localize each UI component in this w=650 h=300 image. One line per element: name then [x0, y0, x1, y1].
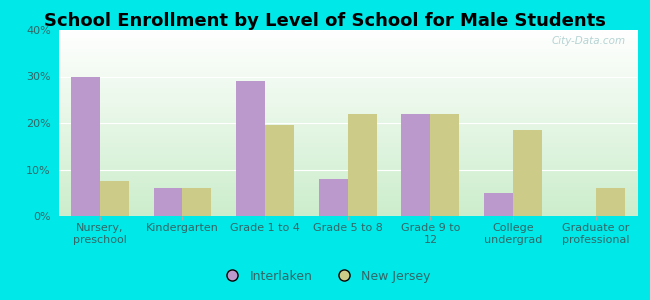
- Bar: [430, 114, 460, 216]
- Bar: [402, 114, 430, 216]
- Bar: [71, 76, 100, 216]
- Bar: [265, 125, 294, 216]
- Bar: [484, 193, 513, 216]
- Legend: Interlaken, New Jersey: Interlaken, New Jersey: [214, 265, 436, 288]
- Bar: [100, 181, 129, 216]
- Bar: [595, 188, 625, 216]
- Bar: [183, 188, 211, 216]
- Text: School Enrollment by Level of School for Male Students: School Enrollment by Level of School for…: [44, 12, 606, 30]
- Bar: [348, 114, 377, 216]
- Bar: [318, 179, 348, 216]
- Bar: [236, 81, 265, 216]
- Text: City-Data.com: City-Data.com: [551, 36, 625, 46]
- Bar: [153, 188, 183, 216]
- Bar: [513, 130, 542, 216]
